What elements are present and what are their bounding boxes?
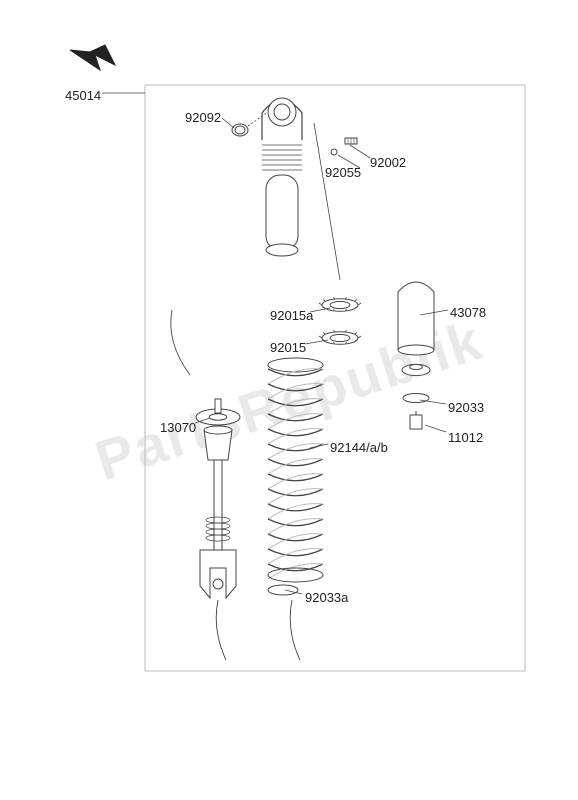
part-label-92092: 92092 (185, 110, 221, 125)
part-label-92015a: 92015a (270, 308, 313, 323)
break-mark-2 (290, 600, 300, 660)
part-label-43078: 43078 (450, 305, 486, 320)
part-label-13070: 13070 (160, 420, 196, 435)
part-label-11012: 11012 (448, 430, 483, 445)
clevis (200, 550, 236, 598)
leader-line-1 (222, 118, 234, 128)
spring (268, 358, 323, 582)
upper-eye-inner (274, 104, 290, 120)
lower-ring (268, 585, 298, 595)
leader-line-3 (350, 145, 370, 158)
leader-line-10 (310, 444, 328, 448)
leader-line-5 (305, 340, 328, 344)
part-label-92144: 92144/a/b (330, 440, 388, 455)
part-label-92033: 92033 (448, 400, 484, 415)
nav-arrow-icon (70, 45, 115, 70)
part-label-92015: 92015 (270, 340, 306, 355)
diagram-container: PartsRepublik 4501492092920559200292015a… (0, 0, 578, 800)
leader-line-8 (425, 425, 446, 432)
piston-rod (214, 460, 222, 550)
break-mark-0 (171, 310, 190, 375)
o-ring (331, 149, 337, 155)
part-label-92002: 92002 (370, 155, 406, 170)
part-label-92055: 92055 (325, 165, 361, 180)
part-label-45014: 45014 (65, 88, 101, 103)
bump-rubber (398, 282, 434, 350)
locknut-lower (319, 330, 361, 344)
reservoir-cylinder (266, 175, 298, 250)
diagram-svg (0, 0, 578, 800)
valve (410, 415, 422, 429)
part-label-92033a: 92033a (305, 590, 348, 605)
break-mark-1 (216, 600, 226, 660)
